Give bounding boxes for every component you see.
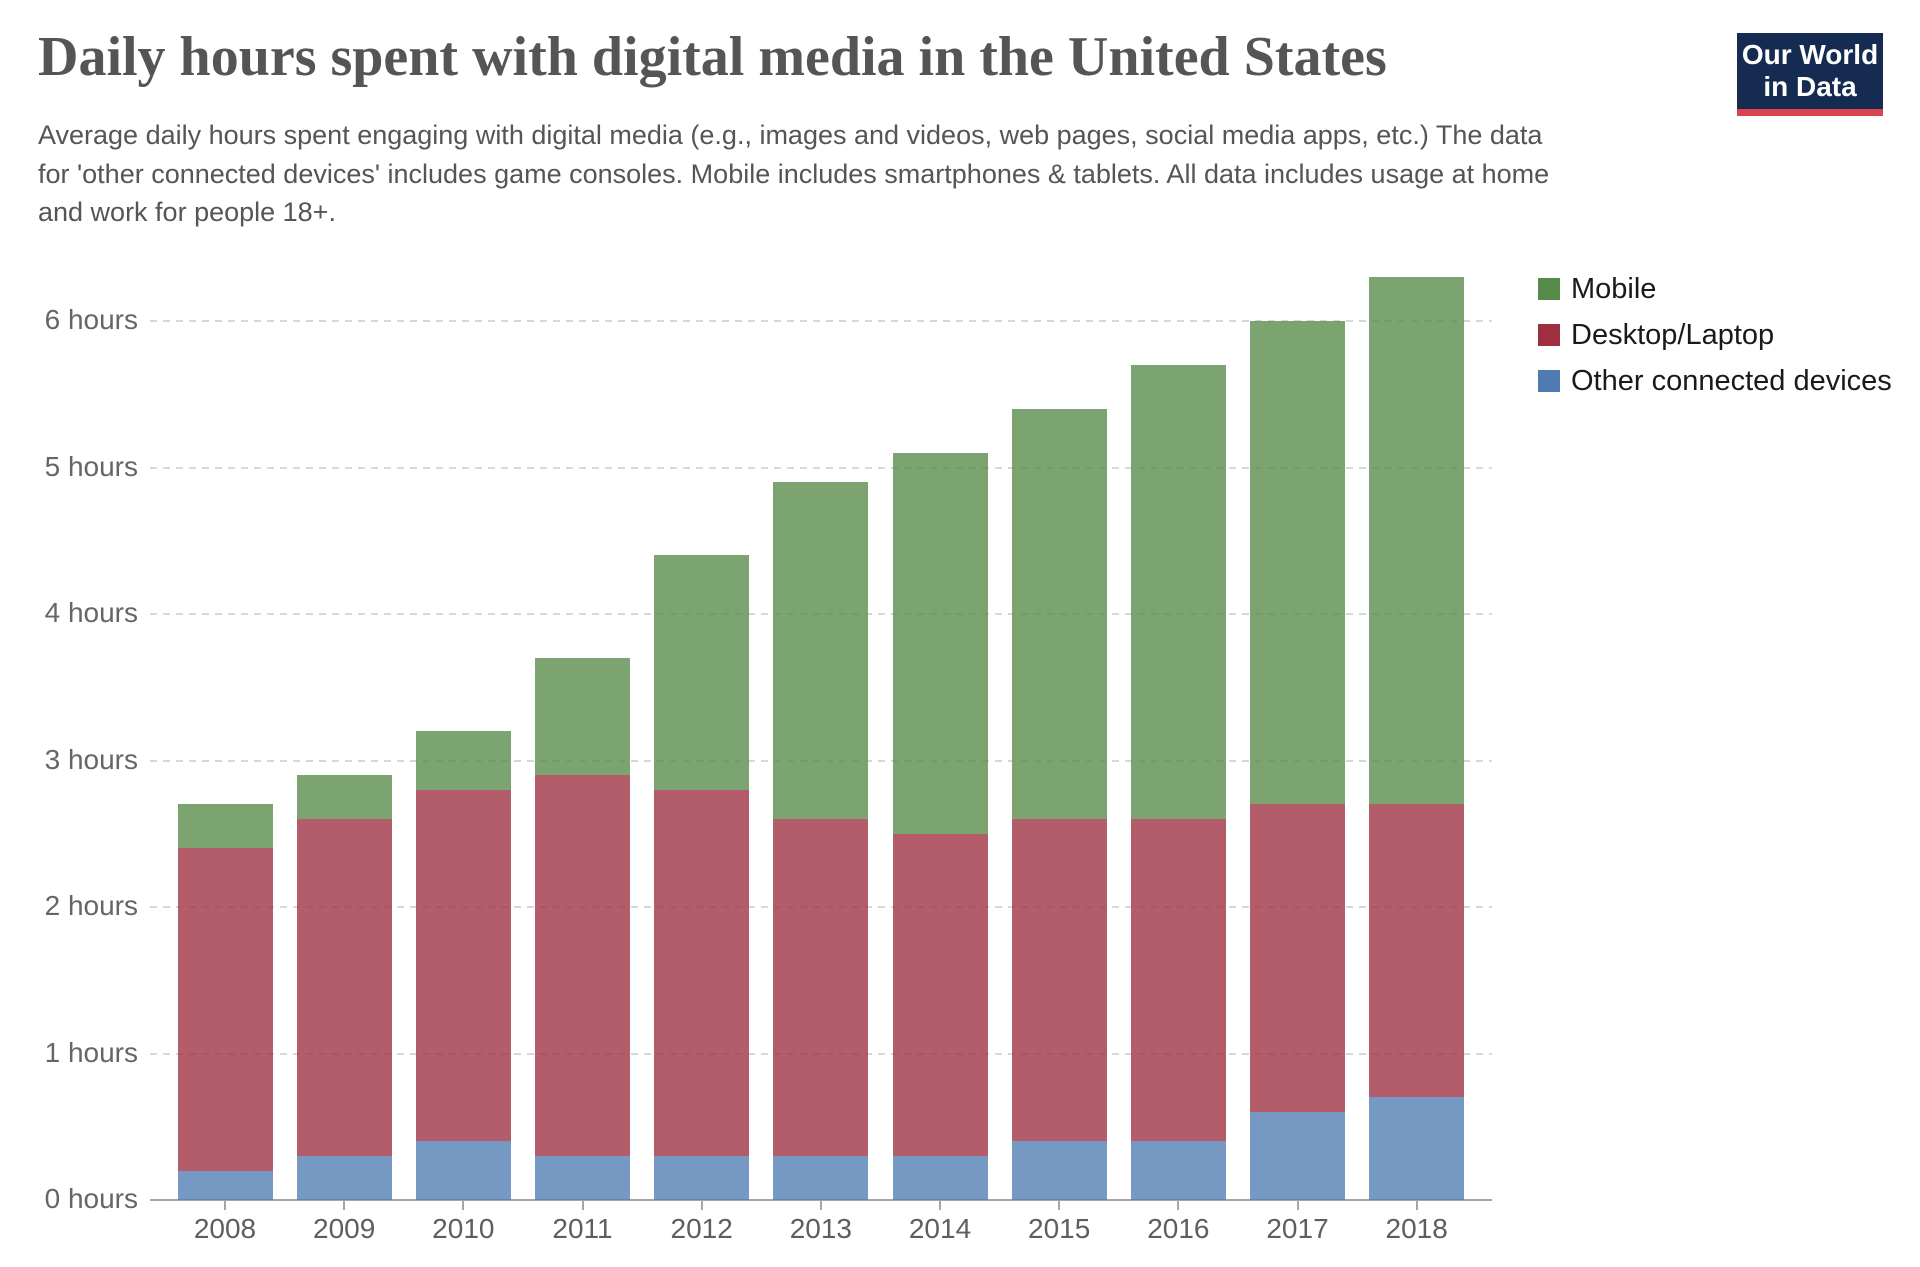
gridline-5h <box>150 466 1492 469</box>
y-axis-label-4: 4 hours <box>44 597 138 628</box>
legend-item-other-connected-devices[interactable]: Other connected devices <box>1538 366 1892 396</box>
bar-segment-2015-desktop-laptop[interactable] <box>1011 819 1107 1142</box>
bar-segment-2013-desktop-laptop[interactable] <box>773 819 869 1157</box>
legend-label-desktop-laptop: Desktop/Laptop <box>1571 319 1775 351</box>
bar-segment-2009-mobile[interactable] <box>296 775 392 820</box>
y-axis-label-1: 1 hours <box>44 1036 138 1068</box>
owid-logo-line2: in Data <box>1763 71 1857 102</box>
x-axis-label-2013: 2013 <box>789 1213 852 1244</box>
bar-segment-2008-desktop-laptop[interactable] <box>177 848 273 1171</box>
owid-logo-line1: Our World <box>1741 39 1879 70</box>
x-axis-label-2012: 2012 <box>670 1213 733 1244</box>
y-axis-label-6: 6 hours <box>44 304 138 335</box>
x-tick-2012 <box>700 1201 703 1210</box>
bar-segment-2009-other-connected-devices[interactable] <box>296 1156 392 1200</box>
x-tick-2009 <box>343 1201 346 1210</box>
gridline-6h <box>150 320 1492 322</box>
legend-label-mobile: Mobile <box>1571 273 1657 305</box>
x-axis-label-2018: 2018 <box>1385 1213 1448 1244</box>
y-axis-label-5: 5 hours <box>44 450 138 482</box>
bar-segment-2016-other-connected-devices[interactable] <box>1130 1141 1226 1200</box>
bar-segment-2010-other-connected-devices[interactable] <box>415 1141 511 1200</box>
bar-segment-2012-other-connected-devices[interactable] <box>654 1156 750 1200</box>
bar-segment-2017-other-connected-devices[interactable] <box>1250 1112 1346 1200</box>
chart-legend: Mobile Desktop/Laptop Other connected devi… <box>1538 274 1892 412</box>
x-axis-label-2014: 2014 <box>908 1213 972 1244</box>
x-axis-label-2015: 2015 <box>1028 1213 1091 1244</box>
bar-segment-2010-mobile[interactable] <box>415 731 511 790</box>
owid-logo[interactable]: Our World in Data <box>1737 33 1883 116</box>
bar-segment-2016-mobile[interactable] <box>1130 364 1226 820</box>
x-axis-label-2017: 2017 <box>1266 1213 1329 1244</box>
owid-logo-stripe <box>1737 109 1883 116</box>
x-tick-2014 <box>939 1201 942 1210</box>
legend-swatch-other-connected-devices <box>1538 370 1560 392</box>
bar-segment-2013-other-connected-devices[interactable] <box>773 1156 869 1200</box>
bar-segment-2013-mobile[interactable] <box>773 482 869 820</box>
bar-segment-2014-mobile[interactable] <box>892 452 988 834</box>
bar-segment-2009-desktop-laptop[interactable] <box>296 819 392 1157</box>
x-tick-2008 <box>224 1201 226 1210</box>
bar-segment-2012-desktop-laptop[interactable] <box>654 789 750 1157</box>
bar-segment-2012-mobile[interactable] <box>654 555 750 790</box>
legend-swatch-mobile <box>1538 278 1560 300</box>
x-axis-label-2016: 2016 <box>1147 1213 1210 1244</box>
x-axis-label-2009: 2009 <box>313 1213 376 1244</box>
x-tick-2013 <box>819 1201 822 1210</box>
bar-segment-2014-other-connected-devices[interactable] <box>892 1156 988 1200</box>
legend-item-desktop-laptop[interactable]: Desktop/Laptop <box>1538 320 1892 350</box>
bar-segment-2018-other-connected-devices[interactable] <box>1369 1097 1465 1200</box>
bar-segment-2015-other-connected-devices[interactable] <box>1011 1141 1107 1200</box>
bar-segment-2017-desktop-laptop[interactable] <box>1250 804 1346 1113</box>
bar-segment-2008-mobile[interactable] <box>177 804 273 849</box>
bar-segment-2018-mobile[interactable] <box>1369 277 1465 805</box>
page-title: Daily hours spent with digital media in … <box>38 26 1387 88</box>
y-axis-label-0: 0 hours <box>44 1183 138 1214</box>
bar-segment-2010-desktop-laptop[interactable] <box>415 789 511 1142</box>
x-axis-label-2011: 2011 <box>552 1213 613 1244</box>
x-tick-2011 <box>581 1201 584 1210</box>
bar-segment-2016-desktop-laptop[interactable] <box>1130 819 1226 1142</box>
x-axis-label-2010: 2010 <box>432 1213 495 1244</box>
bar-segment-2011-mobile[interactable] <box>535 657 630 776</box>
x-tick-2010 <box>462 1201 465 1210</box>
x-tick-2017 <box>1296 1201 1299 1210</box>
bar-segment-2011-other-connected-devices[interactable] <box>535 1156 630 1200</box>
bar-segment-2011-desktop-laptop[interactable] <box>535 775 630 1157</box>
bar-segment-2008-other-connected-devices[interactable] <box>177 1170 273 1200</box>
bar-segment-2015-mobile[interactable] <box>1011 408 1107 820</box>
x-tick-2018 <box>1415 1201 1418 1210</box>
y-axis-label-3: 3 hours <box>44 743 138 775</box>
y-axis-label-2: 2 hours <box>44 890 138 921</box>
x-tick-2015 <box>1058 1201 1061 1210</box>
x-tick-2016 <box>1177 1201 1180 1210</box>
x-axis-label-2008: 2008 <box>193 1213 257 1244</box>
chart-subtitle: Average daily hours spent engaging with … <box>38 120 1550 227</box>
owid-logo-box: Our World in Data <box>1737 33 1883 109</box>
x-axis-line <box>150 1199 1492 1201</box>
legend-label-other-connected-devices: Other connected devices <box>1571 365 1892 397</box>
bar-segment-2017-mobile[interactable] <box>1250 321 1346 805</box>
bar-segment-2018-desktop-laptop[interactable] <box>1369 804 1465 1098</box>
bar-segment-2014-desktop-laptop[interactable] <box>892 833 988 1157</box>
legend-item-mobile[interactable]: Mobile <box>1538 274 1892 304</box>
legend-swatch-desktop-laptop <box>1538 324 1560 346</box>
